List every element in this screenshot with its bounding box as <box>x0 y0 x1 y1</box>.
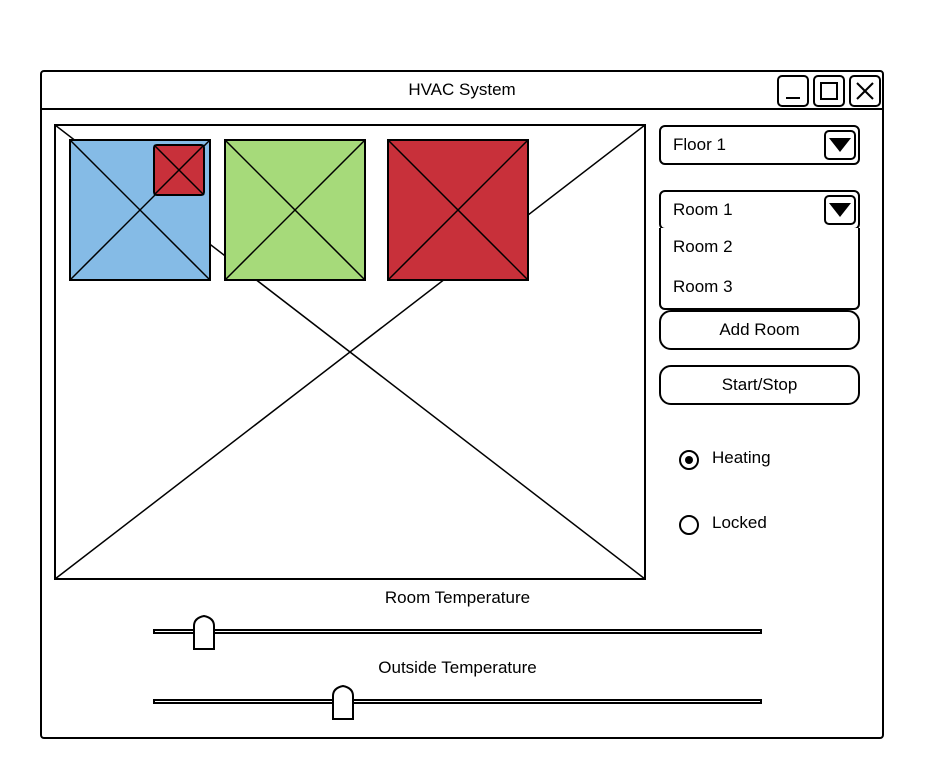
room-select-toggle[interactable] <box>824 195 856 225</box>
room-status-indicator[interactable] <box>153 144 205 196</box>
outside-temperature-slider-thumb[interactable] <box>331 685 355 721</box>
maximize-icon <box>820 82 838 100</box>
chevron-down-icon <box>829 203 851 217</box>
maximize-button[interactable] <box>813 75 845 107</box>
floor-select[interactable]: Floor 1 <box>659 125 860 165</box>
room-tile-2[interactable] <box>224 139 366 281</box>
radio-selected-dot <box>685 456 693 464</box>
minimize-button[interactable] <box>777 75 809 107</box>
room-option-2[interactable]: Room 2 <box>673 237 733 256</box>
chevron-down-icon <box>829 138 851 152</box>
room-temperature-slider-thumb[interactable] <box>192 615 216 651</box>
close-button[interactable] <box>849 75 881 107</box>
floor-select-toggle[interactable] <box>824 130 856 160</box>
floor-select-value: Floor 1 <box>673 135 726 154</box>
room-select-value: Room 1 <box>673 200 733 219</box>
title-bar: HVAC System <box>42 72 882 110</box>
outside-temperature-label: Outside Temperature <box>378 658 537 677</box>
room-select[interactable]: Room 1 <box>659 190 860 230</box>
room-select-options: Room 2 Room 3 <box>659 228 860 310</box>
room-option-3[interactable]: Room 3 <box>673 277 733 296</box>
add-room-button[interactable]: Add Room <box>659 310 860 350</box>
close-icon <box>856 82 874 100</box>
locked-radio-label: Locked <box>712 513 767 532</box>
start-stop-button[interactable]: Start/Stop <box>659 365 860 405</box>
room-temperature-slider[interactable] <box>153 615 762 650</box>
heating-radio-circle[interactable] <box>679 450 699 470</box>
floor-plan-canvas[interactable] <box>54 124 646 580</box>
window-title: HVAC System <box>408 80 516 99</box>
room-tile-3[interactable] <box>387 139 529 281</box>
outside-temperature-slider[interactable] <box>153 685 762 720</box>
room-temperature-label: Room Temperature <box>384 588 531 607</box>
locked-radio-circle[interactable] <box>679 515 699 535</box>
minimize-icon <box>786 97 800 99</box>
heating-radio-label: Heating <box>712 448 771 467</box>
